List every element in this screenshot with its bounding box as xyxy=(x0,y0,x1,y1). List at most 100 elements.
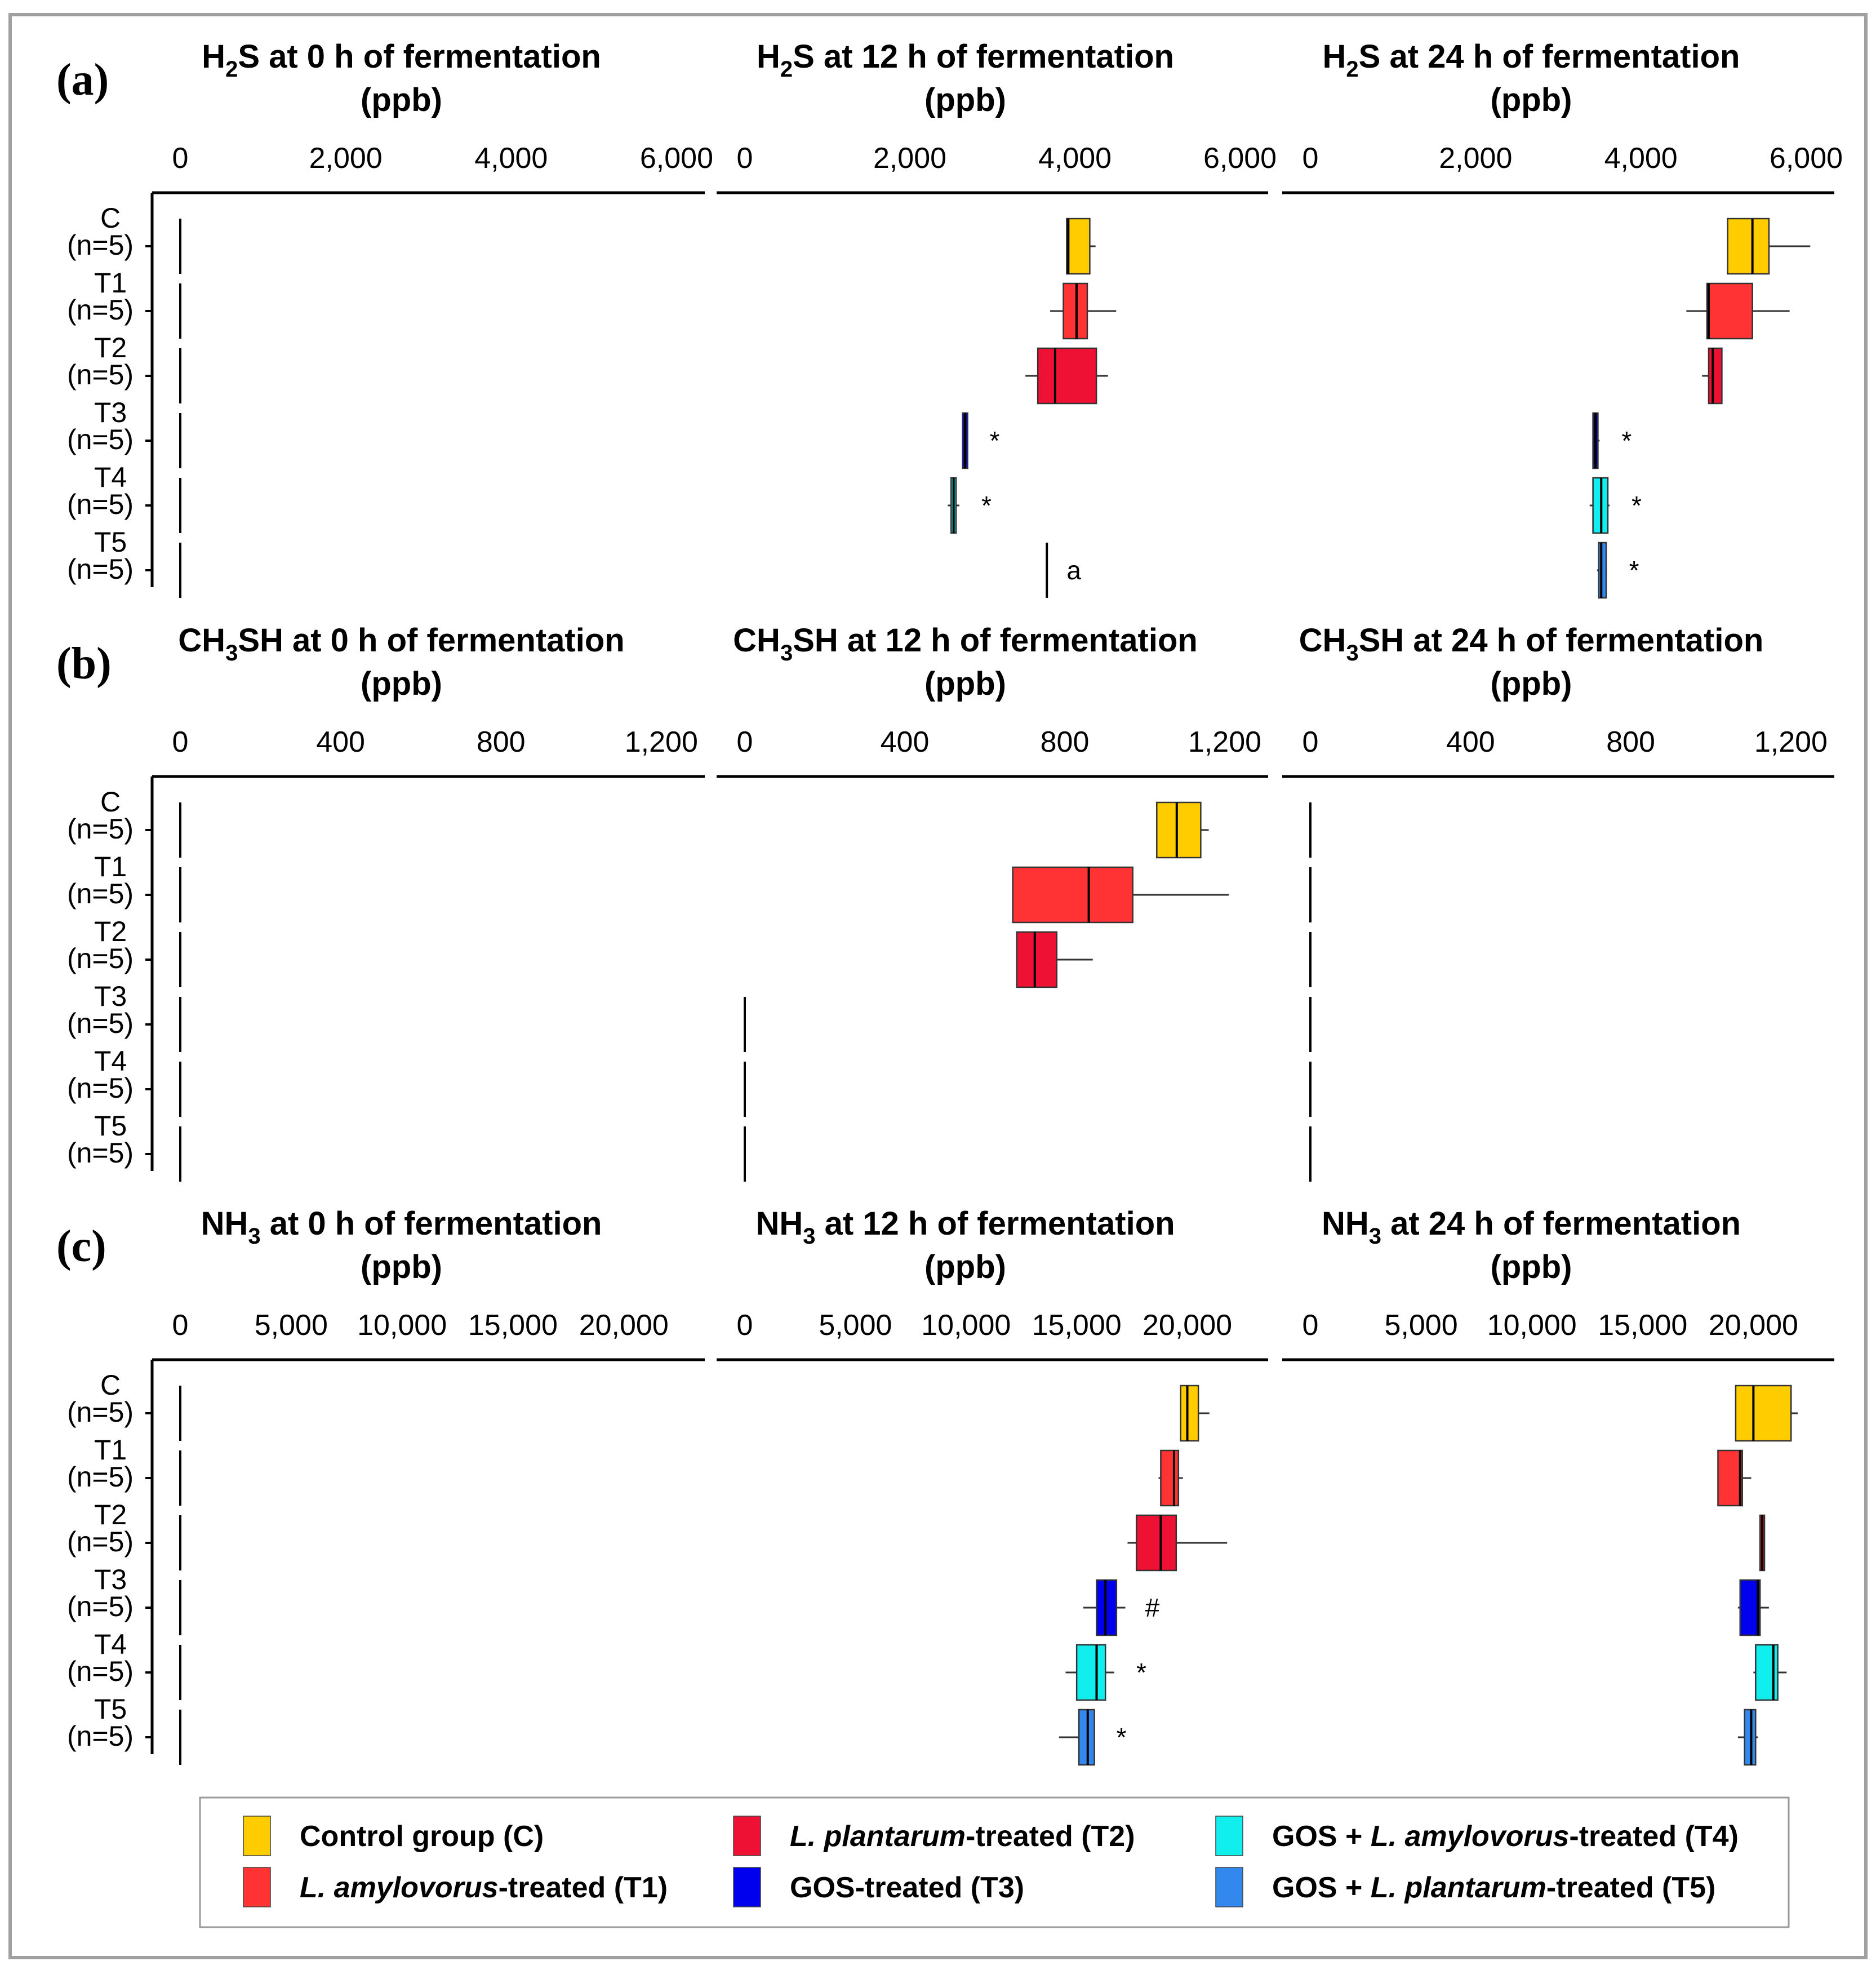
chart-unit: (ppb) xyxy=(1491,1249,1572,1285)
category-label: T2 xyxy=(94,332,127,363)
title-subscript: 3 xyxy=(248,1224,260,1249)
box-t3: * xyxy=(962,412,1000,469)
legend-swatch xyxy=(243,1816,271,1856)
significance-annotation: a xyxy=(1066,556,1081,585)
x-tick-label: 4,000 xyxy=(1604,142,1678,175)
category-n-label: (n=5) xyxy=(67,1591,134,1622)
x-tick-label: 0 xyxy=(1302,1309,1319,1342)
category-label: T5 xyxy=(94,1110,127,1142)
chart-ch3sh-0: CH3SH at 0 h of fermentation(ppb)0 400 800… xyxy=(67,622,705,1182)
box-t4: * xyxy=(1065,1644,1146,1701)
chart-unit: (ppb) xyxy=(361,82,442,118)
row-h2s: (a) H2S at 0 h of fermentation(ppb)0 2,000… xyxy=(56,38,1843,599)
box-t1 xyxy=(1686,282,1790,340)
figure-frame xyxy=(8,13,1868,1959)
legend-label: L. amylovorus-treated (T1) xyxy=(300,1871,668,1904)
legend-label-text: -treated (T4) xyxy=(1569,1820,1738,1853)
x-tick-label: 2,000 xyxy=(1439,142,1512,175)
legend-label-text: Control group (C) xyxy=(300,1820,544,1853)
category-n-label: (n=5) xyxy=(67,359,134,391)
legend-label-prefix: GOS + xyxy=(1272,1871,1371,1904)
title-compound: CH xyxy=(733,622,780,659)
category-n-label: (n=5) xyxy=(67,943,134,974)
box-body xyxy=(1075,1644,1106,1701)
chart-title: NH3 at 12 h of fermentation xyxy=(755,1205,1175,1249)
x-tick-label: 0 xyxy=(172,142,189,175)
box-t4: * xyxy=(1589,477,1642,534)
title-compound: H xyxy=(202,38,225,75)
x-tick-label: 0 xyxy=(172,726,189,758)
title-compound: CH xyxy=(1299,622,1346,659)
category-label: T4 xyxy=(94,1629,127,1660)
box-body xyxy=(1037,347,1097,405)
chart-h2s-0: H2S at 0 h of fermentation(ppb)0 2,000 4,0… xyxy=(67,38,713,598)
x-tick-label: 1,200 xyxy=(625,726,698,758)
chart-unit: (ppb) xyxy=(924,82,1006,118)
box-c xyxy=(1156,801,1209,859)
x-tick-label: 6,000 xyxy=(640,142,713,175)
x-tick-label: 0 xyxy=(737,1309,753,1342)
chart-title: H2S at 12 h of fermentation xyxy=(757,38,1174,82)
legend-item-t1: L. amylovorus-treated (T1) xyxy=(243,1867,668,1907)
legend-item-t5: GOS + L. plantarum-treated (T5) xyxy=(1215,1867,1715,1907)
box-body xyxy=(1135,1514,1177,1572)
chart-unit: (ppb) xyxy=(1491,82,1572,118)
category-label: C xyxy=(100,202,121,234)
x-tick-label: 5,000 xyxy=(819,1309,892,1342)
category-label: C xyxy=(100,786,121,818)
legend-label-text: -treated (T5) xyxy=(1546,1871,1715,1904)
x-tick-label: 10,000 xyxy=(1487,1309,1577,1342)
significance-annotation: * xyxy=(1117,1723,1127,1752)
x-tick-label: 400 xyxy=(881,726,930,758)
x-tick-label: 5,000 xyxy=(1385,1309,1458,1342)
significance-annotation: * xyxy=(1621,426,1632,455)
chart-title: H2S at 24 h of fermentation xyxy=(1323,38,1740,82)
chart-title: H2S at 0 h of fermentation xyxy=(202,38,601,82)
box-body xyxy=(1063,282,1088,340)
title-compound: NH xyxy=(1322,1205,1369,1242)
significance-annotation: * xyxy=(981,491,992,520)
box-t1 xyxy=(1050,282,1117,340)
box-t5: a xyxy=(1046,543,1081,598)
category-label: T5 xyxy=(94,1693,127,1725)
category-n-label: (n=5) xyxy=(67,1461,134,1493)
box-body xyxy=(1708,347,1723,405)
box-body xyxy=(1156,801,1202,859)
box-body xyxy=(1706,282,1753,340)
title-subscript: 2 xyxy=(780,57,793,82)
chart-unit: (ppb) xyxy=(924,1249,1006,1285)
box-t3: # xyxy=(1083,1579,1160,1636)
category-n-label: (n=5) xyxy=(67,1396,134,1428)
legend: Control group (C) L. plantarum-treated (T… xyxy=(199,1796,1790,1928)
box-body xyxy=(1012,866,1133,924)
significance-annotation: * xyxy=(1629,556,1639,585)
category-n-label: (n=5) xyxy=(67,1008,134,1039)
legend-label-prefix: GOS + xyxy=(1272,1820,1371,1853)
box-t2 xyxy=(1759,1514,1766,1572)
title-compound-rest: SH at 0 h of fermentation xyxy=(238,622,624,659)
title-subscript: 3 xyxy=(1369,1224,1381,1249)
category-n-label: (n=5) xyxy=(67,1072,134,1104)
chart-nh3-2: NH3 at 24 h of fermentation(ppb)0 5,000 10… xyxy=(1282,1205,1834,1766)
box-body xyxy=(1735,1385,1792,1442)
chart-unit: (ppb) xyxy=(361,665,442,702)
box-t2 xyxy=(1702,347,1723,405)
significance-annotation: * xyxy=(1136,1658,1146,1687)
category-n-label: (n=5) xyxy=(67,1526,134,1558)
legend-swatch xyxy=(733,1816,761,1856)
box-body xyxy=(1066,218,1091,275)
title-compound-rest: S at 0 h of fermentation xyxy=(238,38,601,75)
x-tick-label: 0 xyxy=(1302,726,1319,758)
title-compound: H xyxy=(1323,38,1346,75)
x-tick-label: 15,000 xyxy=(1598,1309,1687,1342)
row-ch3sh: (b) CH3SH at 0 h of fermentation(ppb)0 400… xyxy=(56,622,1834,1182)
x-tick-label: 2,000 xyxy=(873,142,946,175)
title-compound: NH xyxy=(201,1205,248,1242)
box-t4 xyxy=(1753,1644,1787,1701)
box-body xyxy=(1598,542,1607,599)
category-label: T3 xyxy=(94,1564,127,1595)
legend-label-text: -treated (T2) xyxy=(966,1820,1135,1853)
legend-label: GOS + L. plantarum-treated (T5) xyxy=(1272,1871,1715,1904)
box-c xyxy=(1180,1385,1210,1442)
title-compound: NH xyxy=(755,1205,803,1242)
